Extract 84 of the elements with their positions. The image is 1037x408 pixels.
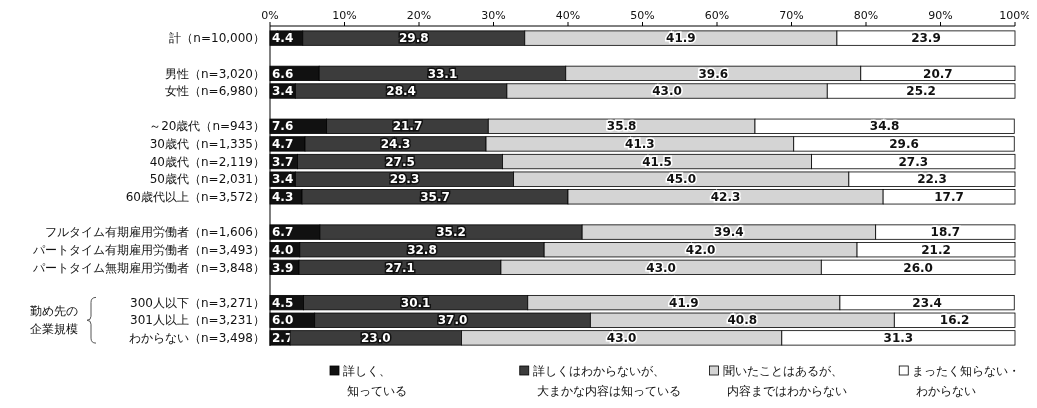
data-label: 4.7 bbox=[272, 137, 294, 152]
y-tick-label: フルタイム有期雇用労働者（n=1,606） bbox=[44, 225, 265, 240]
y-tick-label: 女性（n=6,980） bbox=[164, 84, 265, 99]
x-tick-label: 0% bbox=[261, 9, 279, 22]
data-label: 41.5 bbox=[642, 154, 672, 169]
data-label: 6.7 bbox=[272, 225, 294, 240]
data-label: 3.7 bbox=[272, 154, 294, 169]
data-label: 20.7 bbox=[923, 66, 953, 81]
data-label: 4.3 bbox=[272, 190, 294, 205]
y-tick-label: パートタイム無期雇用労働者（n=3,848） bbox=[31, 260, 265, 275]
data-label: 40.8 bbox=[727, 313, 758, 328]
data-label: 37.0 bbox=[437, 313, 468, 328]
data-label: 4.0 bbox=[272, 242, 294, 257]
data-label: 31.3 bbox=[883, 331, 914, 346]
data-label: 27.5 bbox=[385, 154, 415, 169]
y-tick-label: 計（n=10,000） bbox=[169, 31, 265, 46]
y-tick-label: 50歳代（n=2,031） bbox=[149, 172, 265, 187]
data-label: 32.8 bbox=[407, 242, 437, 257]
data-label: 29.6 bbox=[889, 137, 919, 152]
data-label: 42.3 bbox=[710, 190, 741, 205]
data-label: 41.9 bbox=[666, 31, 696, 46]
y-tick-label: 300人以下（n=3,271） bbox=[130, 295, 265, 310]
x-tick-label: 50% bbox=[630, 9, 655, 22]
data-label: 3.4 bbox=[272, 172, 294, 187]
data-label: 24.3 bbox=[380, 137, 411, 152]
data-label: 4.5 bbox=[272, 295, 294, 310]
text: 勤め先の企業規模 bbox=[30, 304, 78, 337]
data-label: 43.0 bbox=[606, 331, 637, 346]
x-tick-label: 70% bbox=[779, 9, 804, 22]
x-tick-label: 90% bbox=[928, 9, 953, 22]
y-tick-label: 30歳代（n=1,335） bbox=[149, 137, 265, 152]
data-label: 33.1 bbox=[427, 66, 458, 81]
data-label: 28.4 bbox=[386, 84, 416, 99]
data-label: 26.0 bbox=[903, 260, 933, 275]
data-label: 34.8 bbox=[869, 119, 900, 134]
data-label: 22.3 bbox=[917, 172, 947, 187]
data-label: 23.9 bbox=[911, 31, 941, 46]
data-label: 29.8 bbox=[398, 31, 429, 46]
data-label: 39.4 bbox=[714, 225, 744, 240]
data-label: 18.7 bbox=[930, 225, 961, 240]
data-label: 30.1 bbox=[400, 295, 431, 310]
y-tick-label: 40歳代（n=2,119） bbox=[149, 154, 265, 169]
legend-label: 聞いたことはあるが、内容まではわからない bbox=[722, 364, 847, 398]
data-label: 27.1 bbox=[385, 260, 415, 275]
y-tick-label: 301人以上（n=3,231） bbox=[130, 313, 265, 328]
x-tick-label: 30% bbox=[481, 9, 506, 22]
y-tick-label: 60歳代以上（n=3,572） bbox=[125, 190, 265, 205]
data-label: 3.9 bbox=[272, 260, 294, 275]
data-label: 3.4 bbox=[272, 84, 294, 99]
data-label: 17.7 bbox=[934, 190, 964, 205]
data-label: 21.2 bbox=[921, 242, 951, 257]
y-tick-label: 男性（n=3,020） bbox=[164, 66, 265, 81]
data-label: 21.7 bbox=[392, 119, 423, 134]
data-label: 41.3 bbox=[625, 137, 655, 152]
data-label: 39.6 bbox=[698, 66, 729, 81]
y-tick-label: ～20歳代（n=943） bbox=[149, 119, 265, 134]
data-label: 23.4 bbox=[912, 295, 942, 310]
data-label: 41.9 bbox=[669, 295, 699, 310]
data-label: 7.6 bbox=[272, 119, 294, 134]
legend-label: まったく知らない・わからない bbox=[912, 364, 1021, 398]
x-tick-label: 20% bbox=[406, 9, 432, 22]
legend-label: 詳しく、知っている bbox=[343, 364, 407, 398]
x-tick-label: 40% bbox=[555, 9, 581, 22]
x-tick-label: 60% bbox=[704, 9, 730, 22]
data-label: 29.3 bbox=[389, 172, 420, 187]
data-label: 25.2 bbox=[906, 84, 936, 99]
data-label: 6.6 bbox=[272, 66, 294, 81]
y-tick-label: わからない（n=3,498） bbox=[128, 331, 265, 346]
legend-label: 詳しくはわからないが、大まかな内容は知っている bbox=[532, 364, 681, 398]
x-tick-label: 80% bbox=[853, 9, 879, 22]
data-label: 43.0 bbox=[646, 260, 676, 275]
data-label: 35.7 bbox=[420, 190, 450, 205]
data-label: 43.0 bbox=[652, 84, 682, 99]
data-label: 35.2 bbox=[436, 225, 466, 240]
data-label: 42.0 bbox=[685, 242, 716, 257]
data-label: 4.4 bbox=[272, 31, 294, 46]
data-label: 45.0 bbox=[666, 172, 697, 187]
data-label: 23.0 bbox=[360, 331, 391, 346]
data-label: 27.3 bbox=[898, 154, 929, 169]
x-tick-label: 10% bbox=[332, 9, 357, 22]
data-label: 16.2 bbox=[939, 313, 970, 328]
data-label: 35.8 bbox=[606, 119, 637, 134]
y-tick-label: パートタイム有期雇用労働者（n=3,493） bbox=[31, 242, 265, 257]
data-label: 6.0 bbox=[272, 313, 294, 328]
